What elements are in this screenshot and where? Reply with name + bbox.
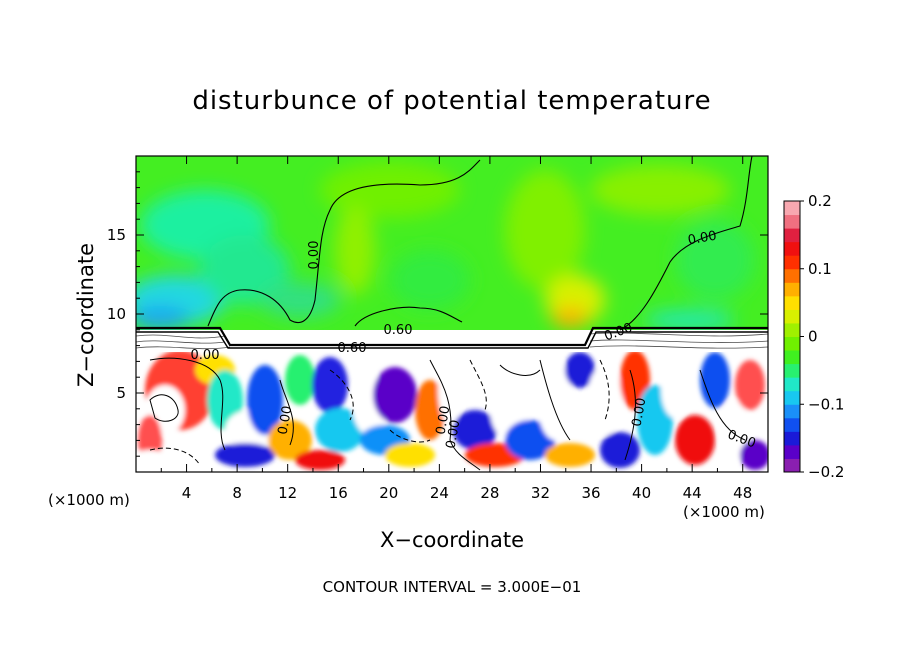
svg-text:0.00: 0.00 (191, 348, 220, 363)
colorbar-swatch (784, 255, 800, 270)
x-unit-label-left: (×1000 m) (48, 491, 130, 509)
colorbar-swatch (784, 444, 800, 459)
colorbar-tick-label: −0.1 (808, 395, 844, 413)
contour-label: 0.00 (630, 397, 650, 428)
chart-title: disturbunce of potential temperature (192, 86, 712, 116)
contour-label: 0.00 (444, 419, 464, 450)
colorbar-tick-label: 0 (808, 328, 818, 346)
colorbar-swatch (784, 404, 800, 419)
contour-label: 0.00 (276, 405, 296, 436)
contour-label: 0.60 (384, 323, 413, 338)
colorbar-swatch (784, 336, 800, 351)
x-tick-label: 28 (480, 484, 499, 502)
colorbar-swatch (784, 417, 800, 432)
x-tick-label: 16 (329, 484, 348, 502)
x-tick-label: 4 (182, 484, 192, 502)
colorbar-swatch (784, 377, 800, 392)
y-axis-label: Z−coordinate (74, 243, 98, 387)
y-tick-label: 5 (116, 384, 126, 402)
colorbar-swatch (784, 201, 800, 216)
x-tick-label: 8 (232, 484, 242, 502)
svg-text:0.00: 0.00 (434, 405, 454, 436)
colorbar-swatch (784, 228, 800, 243)
contour-label: 0.60 (338, 341, 367, 356)
x-tick-label: 40 (632, 484, 651, 502)
colorbar-swatch (784, 282, 800, 297)
svg-text:0.00: 0.00 (687, 229, 718, 249)
colorbar-swatch (784, 390, 800, 405)
x-tick-label: 36 (581, 484, 600, 502)
y-axis: 5 10 15 (107, 171, 768, 457)
contour-label-group: 0.000.000.000.600.600.00 0.00 0.000.000.00… (191, 229, 758, 452)
colorbar-swatch (784, 458, 800, 473)
svg-text:0.60: 0.60 (338, 341, 367, 356)
colorbar-swatch (784, 214, 800, 229)
x-unit-label-right: (×1000 m) (683, 503, 765, 521)
colorbar: −0.2 −0.1 0 0.1 0.2 (783, 192, 844, 481)
y-tick-label: 15 (107, 226, 126, 244)
svg-text:0.00: 0.00 (276, 405, 296, 436)
colorbar-swatch (784, 322, 800, 337)
contour-label: 0.00 (434, 405, 454, 436)
colorbar-swatch (784, 350, 800, 365)
x-tick-label: 32 (531, 484, 550, 502)
contour-label: 0.00 (191, 348, 220, 363)
svg-text:0.00: 0.00 (630, 397, 650, 428)
colorbar-swatch (784, 241, 800, 256)
x-axis-label: X−coordinate (380, 528, 524, 552)
x-tick-label: 12 (278, 484, 297, 502)
heatmap-field (136, 156, 768, 472)
contour-interval-note: CONTOUR INTERVAL = 3.000E−01 (322, 578, 582, 596)
colorbar-swatch (784, 363, 800, 378)
svg-text:0.00: 0.00 (444, 419, 464, 450)
x-tick-label: 24 (430, 484, 449, 502)
svg-text:0.00: 0.00 (307, 241, 322, 270)
svg-text:0.60: 0.60 (384, 323, 413, 338)
colorbar-tick-label: 0.1 (808, 260, 832, 278)
contour-label: 0.00 (687, 229, 718, 249)
colorbar-swatch (784, 295, 800, 310)
colorbar-tick-label: −0.2 (808, 463, 844, 481)
contour-label: 0.00 (307, 241, 322, 270)
x-tick-label: 44 (683, 484, 702, 502)
colorbar-tick-label: 0.2 (808, 192, 832, 210)
colorbar-swatch (784, 309, 800, 324)
x-tick-label: 48 (733, 484, 752, 502)
x-axis: 4 8 12 16 20 24 28 32 36 40 44 48 (160, 156, 752, 502)
colorbar-swatch (784, 268, 800, 283)
colorbar-swatch (784, 431, 800, 446)
y-tick-label: 10 (107, 305, 126, 323)
x-tick-label: 20 (379, 484, 398, 502)
